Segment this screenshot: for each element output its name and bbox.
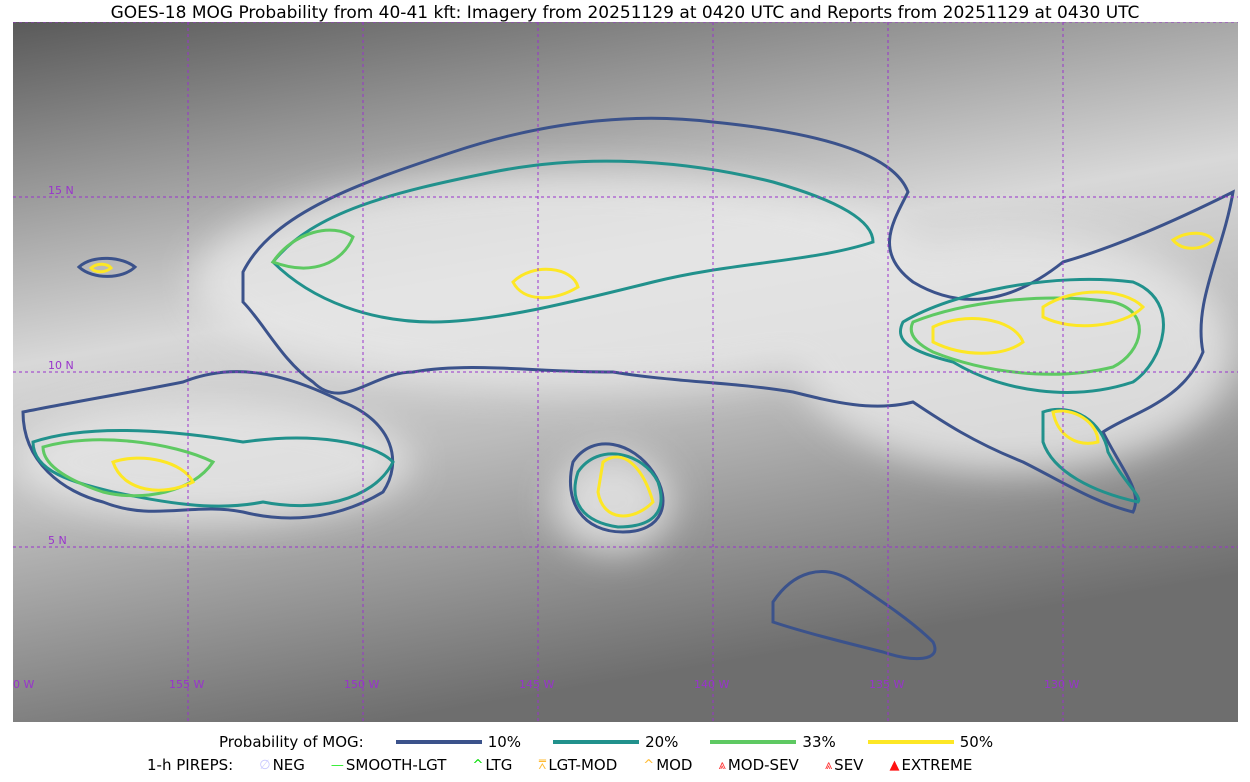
graticule <box>13 22 1238 722</box>
lon-label: 135 W <box>869 678 904 691</box>
contour-10 <box>771 570 937 661</box>
mog-contours <box>21 116 1235 661</box>
caret-underline-icon: ⩞ <box>538 757 547 773</box>
contour-10 <box>241 116 1235 514</box>
pirep-label: NEG <box>272 756 305 774</box>
caret-icon: ^ <box>643 757 655 773</box>
pirep-label: LTG <box>485 756 513 774</box>
line-icon: — <box>330 757 344 773</box>
contour-50 <box>1051 409 1100 445</box>
lon-label: 150 W <box>344 678 379 691</box>
lat-label: 5 N <box>48 534 67 547</box>
contour-10 <box>568 442 665 534</box>
pirep-label: MOD-SEV <box>727 756 799 774</box>
contour-50 <box>1041 290 1146 328</box>
probability-legend-title: Probability of MOG: <box>219 733 364 751</box>
contour-20 <box>270 159 875 324</box>
pirep-label: MOD <box>656 756 693 774</box>
pirep-label: EXTREME <box>901 756 973 774</box>
lon-label: 130 W <box>1044 678 1079 691</box>
satellite-map: 15 N 10 N 5 N 160 W 155 W 150 W 145 W 14… <box>13 22 1238 722</box>
neg-icon: ∅ <box>259 757 271 773</box>
level-label: 50% <box>959 733 994 751</box>
contour-33 <box>909 296 1141 376</box>
level-label: 33% <box>802 733 836 751</box>
pirep-label: SEV <box>834 756 864 774</box>
lon-label: 155 W <box>169 678 204 691</box>
lon-label: 145 W <box>519 678 554 691</box>
lon-label: 140 W <box>694 678 729 691</box>
lat-label: 10 N <box>48 359 74 372</box>
contour-20 <box>31 428 395 508</box>
contour-10 <box>76 256 138 278</box>
pireps-legend: 1-h PIREPS: ∅ NEG — SMOOTH-LGT ^ LTG ⩞ LGT-M… <box>0 756 1250 774</box>
pirep-label: SMOOTH-LGT <box>345 756 447 774</box>
double-caret-icon: ⩓ <box>824 757 833 773</box>
swatch-10 <box>395 740 482 744</box>
swatch-50 <box>867 740 954 744</box>
contour-50 <box>1170 231 1215 250</box>
figure-title: GOES-18 MOG Probability from 40-41 kft: … <box>110 3 1140 23</box>
double-caret-icon: ⩓ <box>718 757 726 773</box>
contour-50 <box>511 267 580 300</box>
lat-label: 15 N <box>48 184 74 197</box>
contour-50 <box>931 317 1025 355</box>
contour-33 <box>270 228 355 270</box>
level-label: 20% <box>645 733 679 751</box>
caret-icon: ^ <box>472 757 484 773</box>
contour-50 <box>111 456 196 492</box>
contour-20 <box>899 277 1165 394</box>
triangle-icon: ▲ <box>889 757 900 773</box>
contour-50 <box>596 455 655 518</box>
contour-10 <box>21 370 395 520</box>
contour-20 <box>573 452 663 529</box>
pirep-label: LGT-MOD <box>548 756 618 774</box>
contour-50 <box>88 262 114 274</box>
swatch-20 <box>553 740 640 744</box>
swatch-33 <box>710 740 797 744</box>
lon-label: 160 W <box>13 678 34 691</box>
pireps-legend-title: 1-h PIREPS: <box>147 756 234 774</box>
probability-legend: Probability of MOG: 10% 20% 33% 50% <box>0 733 1250 751</box>
level-label: 10% <box>487 733 522 751</box>
